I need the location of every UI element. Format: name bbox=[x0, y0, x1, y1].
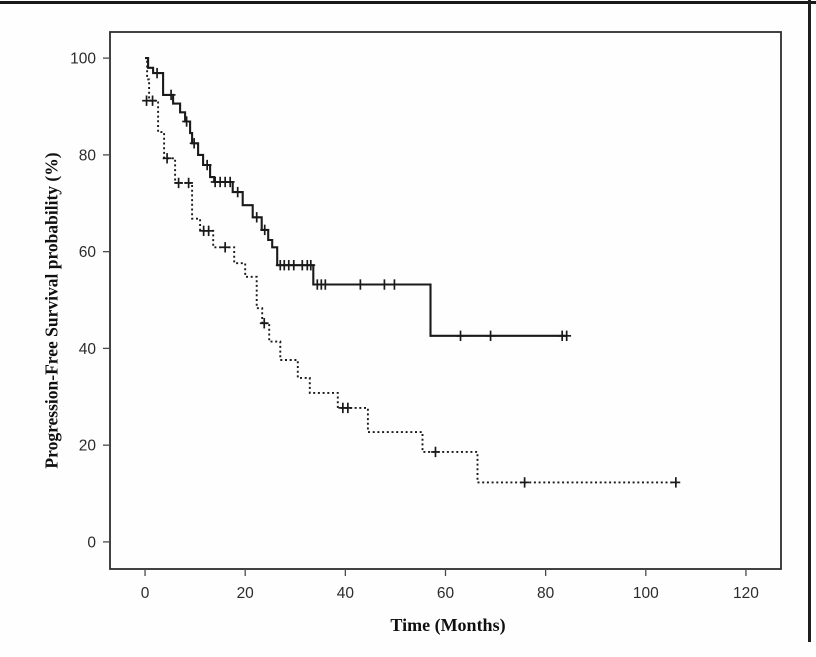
y-axis-tick-label: 40 bbox=[79, 341, 97, 358]
scan-border-top-line bbox=[0, 1, 816, 4]
x-axis-tick-label: 80 bbox=[537, 585, 555, 602]
y-axis-tick-label: 80 bbox=[79, 147, 97, 164]
y-axis-tick-label: 0 bbox=[87, 534, 96, 551]
x-axis-tick-label: 40 bbox=[337, 585, 355, 602]
x-axis-title: Time (Months) bbox=[390, 615, 506, 635]
x-axis-tick-label: 100 bbox=[633, 585, 659, 602]
x-axis-tick-label: 120 bbox=[733, 585, 759, 602]
scan-border-right-line bbox=[808, 0, 811, 642]
y-axis-tick-label: 100 bbox=[70, 51, 96, 68]
y-axis-tick-label: 20 bbox=[79, 438, 97, 455]
survival-curve-solid bbox=[145, 57, 568, 337]
survival-curve-dashed bbox=[145, 57, 678, 484]
x-axis-tick-label: 0 bbox=[141, 585, 150, 602]
x-axis-tick-label: 60 bbox=[437, 585, 455, 602]
x-axis-tick-label: 20 bbox=[237, 585, 255, 602]
y-axis-title: Progression-Free Survival probability (%… bbox=[41, 152, 62, 469]
y-axis-tick-label: 60 bbox=[79, 244, 97, 261]
plot-frame bbox=[109, 31, 782, 570]
